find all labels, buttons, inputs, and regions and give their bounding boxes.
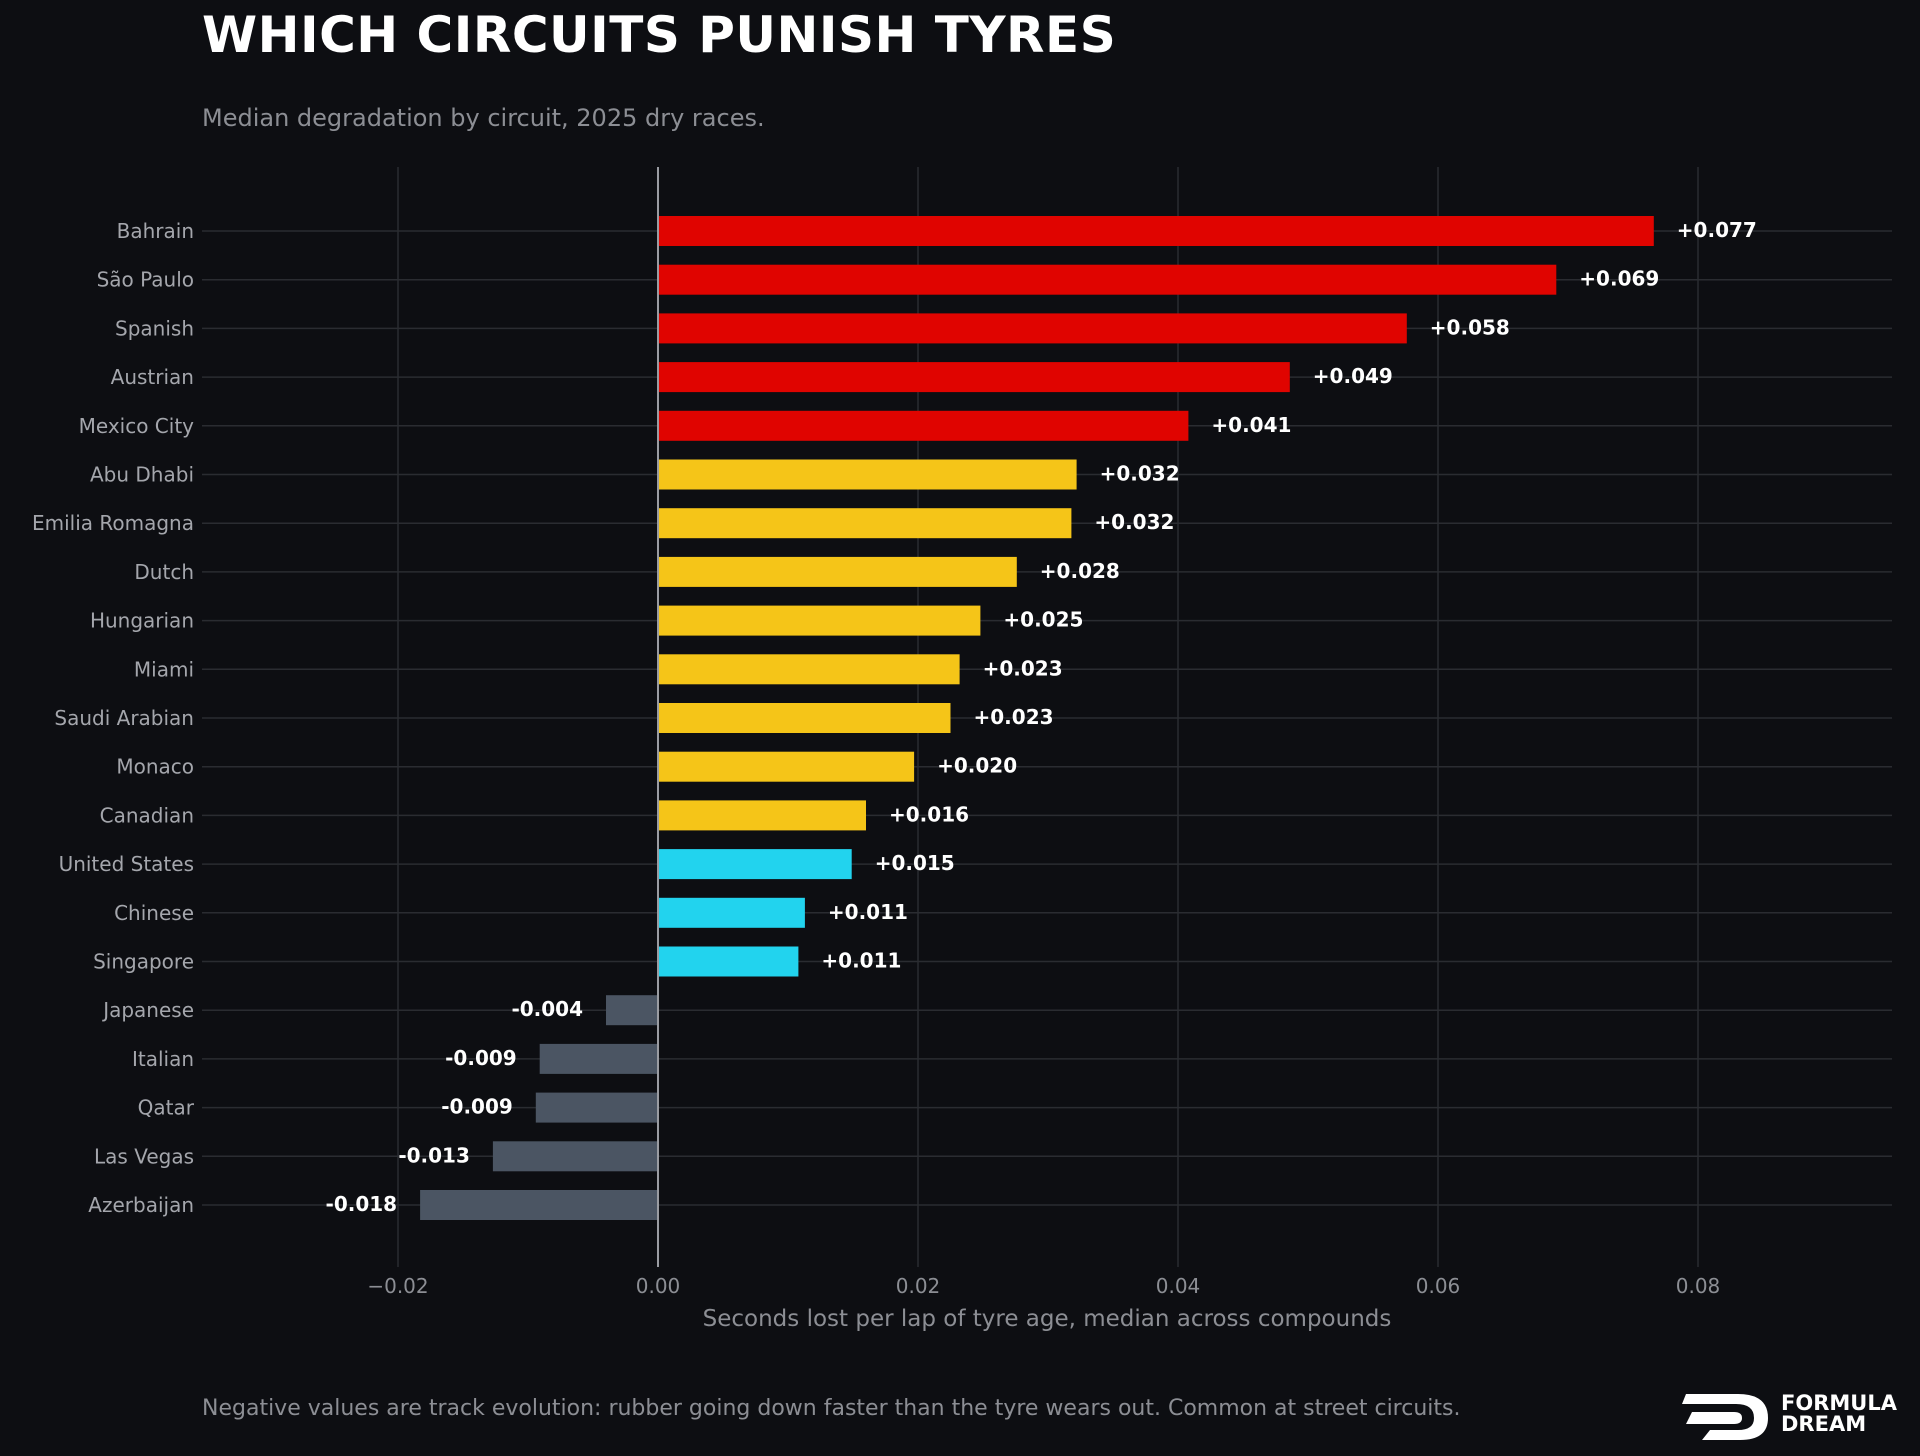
x-tick-label: 0.06 [1416,1274,1461,1298]
category-label: Las Vegas [94,1144,194,1168]
x-tick-label: −0.02 [367,1274,428,1298]
bars [420,216,1654,1220]
x-axis-label: Seconds lost per lap of tyre age, median… [703,1306,1392,1332]
bar-monaco [658,751,915,782]
data-label: +0.015 [875,851,955,875]
bar-dutch [658,556,1017,587]
data-label: -0.009 [445,1046,517,1070]
x-tick-label: 0.00 [636,1274,681,1298]
category-label: Azerbaijan [88,1193,194,1217]
bar-las-vegas [492,1141,658,1172]
category-label: Monaco [116,755,194,779]
bar-saudi-arabian [658,703,951,733]
category-label: Singapore [93,950,194,974]
data-label: +0.049 [1313,364,1393,388]
category-label: São Paulo [97,268,194,292]
category-label: Hungarian [90,609,194,633]
category-labels: Bahrain São Paulo Spanish Austrian Mexico Ci… [32,219,195,1217]
brand-wordmark: FORMULA DREAM [1781,1393,1897,1435]
bar-emilia-romagna [658,508,1072,539]
formula-dream-logo-icon [1682,1394,1768,1440]
data-label: +0.032 [1094,510,1174,534]
bar-azerbaijan [420,1190,658,1220]
footnote: Negative values are track evolution: rub… [202,1396,1461,1421]
data-label: +0.032 [1100,462,1180,486]
brand-line-2: DREAM [1781,1412,1867,1436]
category-label: Miami [134,657,194,681]
x-tick-label: 0.08 [1676,1274,1721,1298]
bar-singapore [658,946,799,977]
data-label: -0.004 [511,997,583,1021]
category-label: Canadian [100,803,194,827]
x-tick-label: 0.02 [896,1274,941,1298]
category-label: Abu Dhabi [90,463,194,487]
bar-italian [539,1043,658,1074]
page-subtitle: Median degradation by circuit, 2025 dry … [202,104,765,132]
category-label: Chinese [114,901,194,925]
brand-line-1: FORMULA [1781,1391,1897,1415]
category-label: United States [59,852,194,876]
category-label: Japanese [101,998,194,1022]
bar-abu-dhabi [658,459,1077,490]
data-label: +0.023 [983,656,1063,680]
bar-qatar [535,1092,658,1123]
data-label: +0.028 [1040,559,1120,583]
data-label: +0.011 [828,900,908,924]
category-label: Mexico City [79,414,195,438]
data-label: -0.013 [398,1143,470,1167]
category-label: Spanish [115,316,194,340]
data-label: +0.023 [974,705,1054,729]
x-tick-label: 0.04 [1156,1274,1201,1298]
bar-united-states [658,849,852,880]
category-label: Emilia Romagna [32,511,194,535]
category-label: Saudi Arabian [54,706,194,730]
bar-chinese [658,897,805,928]
category-label: Qatar [138,1096,195,1120]
bar-s-o-paulo [658,264,1557,295]
data-label: +0.020 [937,754,1017,778]
category-label: Italian [132,1047,194,1071]
data-label: -0.018 [326,1192,398,1216]
bar-bahrain [658,216,1654,246]
data-label: -0.009 [441,1095,513,1119]
degradation-bar-chart: Bahrain São Paulo Spanish Austrian Mexico Ci… [32,167,1892,1332]
bar-spanish [658,313,1407,344]
bar-hungarian [658,605,981,636]
page-title: WHICH CIRCUITS PUNISH TYRES [202,6,1117,64]
category-label: Bahrain [117,219,194,243]
data-labels: +0.077 +0.069 +0.058 +0.049 +0.041 +0.032 +0.0… [326,218,1757,1216]
data-label: +0.025 [1003,608,1083,632]
data-label: +0.069 [1579,267,1659,291]
bar-austrian [658,362,1290,393]
data-label: +0.041 [1211,413,1291,437]
data-label: +0.077 [1677,218,1757,242]
data-label: +0.016 [889,802,969,826]
x-tick-labels: −0.02 0.00 0.02 0.04 0.06 0.08 [367,1274,1720,1298]
data-label: +0.011 [821,949,901,973]
bar-japanese [606,995,658,1026]
bar-canadian [658,800,866,831]
brand-logo: FORMULA DREAM [1682,1388,1912,1444]
bar-miami [658,654,960,685]
data-label: +0.058 [1430,315,1510,339]
category-label: Dutch [134,560,194,584]
category-label: Austrian [111,365,194,389]
bar-mexico-city [658,410,1189,441]
